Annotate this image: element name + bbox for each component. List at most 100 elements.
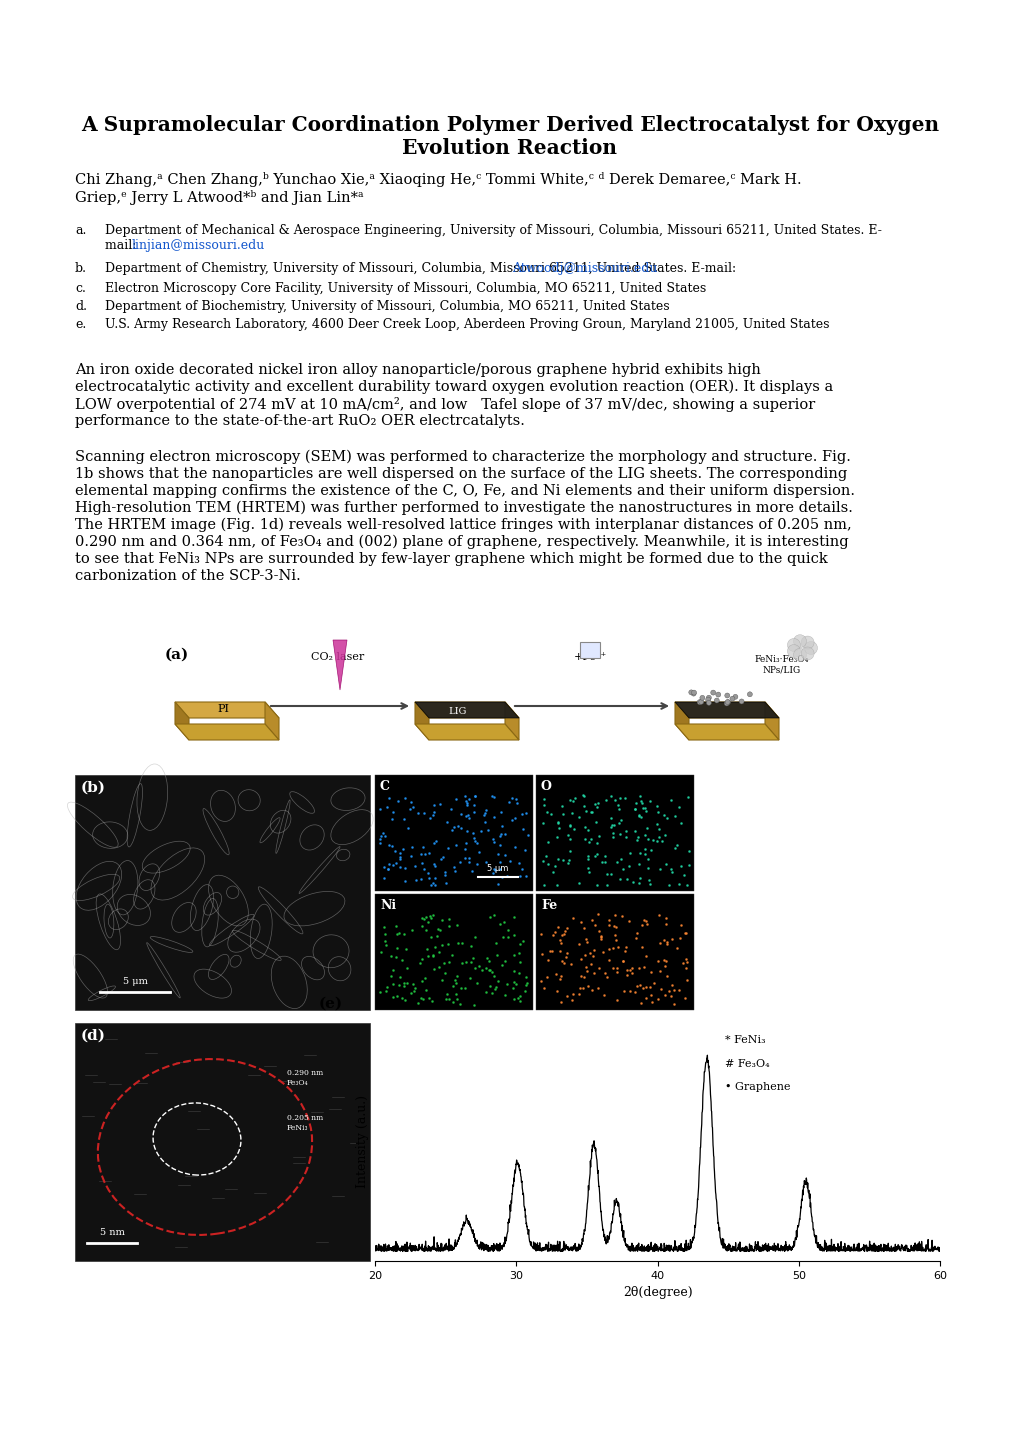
- Bar: [535, 774, 693, 891]
- Circle shape: [697, 699, 701, 705]
- Polygon shape: [175, 702, 279, 718]
- Circle shape: [706, 695, 710, 701]
- Circle shape: [800, 647, 813, 660]
- Polygon shape: [265, 702, 279, 740]
- Text: A Supramolecular Coordination Polymer Derived Electrocatalyst for Oxygen: A Supramolecular Coordination Polymer De…: [81, 115, 938, 136]
- Text: elemental mapping confirms the existence of the C, O, Fe, and Ni elements and th: elemental mapping confirms the existence…: [75, 485, 854, 497]
- Polygon shape: [415, 702, 429, 740]
- Polygon shape: [415, 724, 519, 740]
- Text: Department of Biochemistry, University of Missouri, Columbia, MO 65211, United S: Department of Biochemistry, University o…: [105, 300, 668, 313]
- Text: (e): (e): [318, 996, 342, 1011]
- Circle shape: [793, 634, 806, 647]
- Bar: [535, 894, 693, 1009]
- Text: The HRTEM image (Fig. 1d) reveals well-resolved lattice fringes with interplanar: The HRTEM image (Fig. 1d) reveals well-r…: [75, 518, 851, 532]
- Circle shape: [725, 694, 729, 698]
- Circle shape: [787, 645, 800, 658]
- Text: * FeNi₃: * FeNi₃: [725, 1035, 765, 1045]
- Text: c.: c.: [75, 283, 86, 296]
- Text: Fe: Fe: [540, 898, 556, 911]
- Text: # Fe₃O₄: # Fe₃O₄: [725, 1058, 769, 1069]
- Text: CO₂ laser: CO₂ laser: [311, 652, 364, 662]
- Text: +Fe³⁺: +Fe³⁺: [573, 652, 606, 662]
- Text: 5 μm: 5 μm: [122, 978, 148, 986]
- Text: (b): (b): [81, 782, 106, 795]
- Text: Scanning electron microscopy (SEM) was performed to characterize the morphology : Scanning electron microscopy (SEM) was p…: [75, 450, 850, 464]
- Circle shape: [800, 636, 813, 649]
- Text: carbonization of the SCP-3-Ni.: carbonization of the SCP-3-Ni.: [75, 570, 301, 583]
- Polygon shape: [675, 702, 779, 718]
- Text: LOW overpotential of 274 mV at 10 mA/cm², and low   Tafel slope of 37 mV/dec, sh: LOW overpotential of 274 mV at 10 mA/cm²…: [75, 397, 814, 412]
- Text: Department of Chemistry, University of Missouri, Columbia, Missouri 65211, Unite: Department of Chemistry, University of M…: [105, 262, 740, 275]
- Text: Evolution Reaction: Evolution Reaction: [403, 138, 616, 159]
- Polygon shape: [504, 702, 519, 740]
- Circle shape: [723, 701, 729, 707]
- Text: a.: a.: [75, 224, 87, 236]
- Text: Atwoodj@missouri.edu: Atwoodj@missouri.edu: [512, 262, 656, 275]
- Bar: [75, 774, 370, 1009]
- Circle shape: [733, 694, 737, 699]
- Y-axis label: Intensity (a.u.): Intensity (a.u.): [356, 1096, 369, 1188]
- Text: to see that FeNi₃ NPs are surrounded by few-layer graphene which might be formed: to see that FeNi₃ NPs are surrounded by …: [75, 552, 827, 567]
- Text: 1b shows that the nanoparticles are well dispersed on the surface of the LIG she: 1b shows that the nanoparticles are well…: [75, 467, 847, 482]
- Text: electrocatalytic activity and excellent durability toward oxygen evolution react: electrocatalytic activity and excellent …: [75, 381, 833, 395]
- Text: FeNi₃·Fe₃O₄: FeNi₃·Fe₃O₄: [754, 656, 808, 665]
- Text: Chi Zhang,ᵃ Chen Zhang,ᵇ Yunchao Xie,ᵃ Xiaoqing He,ᶜ Tommi White,ᶜ ᵈ Derek Demar: Chi Zhang,ᵃ Chen Zhang,ᵇ Yunchao Xie,ᵃ X…: [75, 172, 801, 187]
- Text: performance to the state-of-the-art RuO₂ OER electrcatalyts.: performance to the state-of-the-art RuO₂…: [75, 414, 525, 428]
- Text: C: C: [380, 780, 389, 793]
- Polygon shape: [332, 640, 346, 691]
- Bar: [375, 894, 533, 1009]
- Circle shape: [739, 699, 744, 704]
- Text: PI: PI: [217, 704, 229, 714]
- Circle shape: [715, 692, 720, 696]
- Text: linjian@missouri.edu: linjian@missouri.edu: [131, 239, 265, 252]
- Polygon shape: [764, 702, 779, 740]
- Bar: [75, 1022, 370, 1260]
- Text: • Graphene: • Graphene: [725, 1083, 790, 1093]
- Circle shape: [706, 701, 710, 705]
- Text: U.S. Army Research Laboratory, 4600 Deer Creek Loop, Aberdeen Proving Groun, Mar: U.S. Army Research Laboratory, 4600 Deer…: [105, 319, 828, 332]
- Circle shape: [710, 691, 715, 695]
- Circle shape: [691, 691, 695, 696]
- Text: Electron Microscopy Core Facility, University of Missouri, Columbia, MO 65211, U: Electron Microscopy Core Facility, Unive…: [105, 283, 705, 296]
- Circle shape: [747, 692, 752, 696]
- Circle shape: [804, 642, 816, 655]
- Text: (a): (a): [165, 647, 190, 662]
- Text: mail:: mail:: [105, 239, 141, 252]
- Text: Ni: Ni: [380, 898, 395, 911]
- Text: 5 μm: 5 μm: [487, 864, 508, 872]
- Text: Department of Mechanical & Aerospace Engineering, University of Missouri, Columb: Department of Mechanical & Aerospace Eng…: [105, 224, 881, 236]
- Circle shape: [730, 696, 735, 701]
- Bar: [580, 642, 599, 658]
- Polygon shape: [175, 724, 279, 740]
- Polygon shape: [675, 724, 779, 740]
- Text: High-resolution TEM (HRTEM) was further performed to investigate the nanostructu: High-resolution TEM (HRTEM) was further …: [75, 500, 852, 515]
- Polygon shape: [675, 702, 779, 718]
- X-axis label: 2θ(degree): 2θ(degree): [622, 1286, 692, 1299]
- Circle shape: [691, 691, 696, 695]
- Circle shape: [688, 689, 693, 695]
- Text: 0.205 nm
FeNi₃: 0.205 nm FeNi₃: [286, 1115, 323, 1132]
- Text: O: O: [540, 780, 551, 793]
- Text: Griep,ᵉ Jerry L Atwood*ᵇ and Jian Lin*ᵃ: Griep,ᵉ Jerry L Atwood*ᵇ and Jian Lin*ᵃ: [75, 190, 363, 205]
- Text: (d): (d): [81, 1030, 106, 1043]
- Text: d.: d.: [75, 300, 87, 313]
- Polygon shape: [415, 702, 519, 718]
- Circle shape: [793, 649, 806, 662]
- Circle shape: [787, 639, 800, 652]
- Circle shape: [698, 699, 703, 704]
- Text: e.: e.: [75, 319, 87, 332]
- Circle shape: [725, 699, 730, 705]
- Text: 0.290 nm and 0.364 nm, of Fe₃O₄ and (002) plane of graphene, respectively. Meanw: 0.290 nm and 0.364 nm, of Fe₃O₄ and (002…: [75, 535, 848, 549]
- Text: b.: b.: [75, 262, 87, 275]
- Circle shape: [713, 698, 718, 704]
- Polygon shape: [675, 702, 688, 740]
- Circle shape: [725, 699, 730, 705]
- Text: NPs/LIG: NPs/LIG: [762, 666, 800, 675]
- Circle shape: [699, 695, 704, 701]
- Circle shape: [705, 696, 710, 702]
- Polygon shape: [175, 702, 189, 740]
- Text: 0.290 nm
Fe₃O₄: 0.290 nm Fe₃O₄: [286, 1070, 323, 1087]
- Text: 5 nm: 5 nm: [100, 1229, 124, 1237]
- Text: LIG: LIG: [448, 707, 467, 715]
- Text: An iron oxide decorated nickel iron alloy nanoparticle/porous graphene hybrid ex: An iron oxide decorated nickel iron allo…: [75, 363, 760, 376]
